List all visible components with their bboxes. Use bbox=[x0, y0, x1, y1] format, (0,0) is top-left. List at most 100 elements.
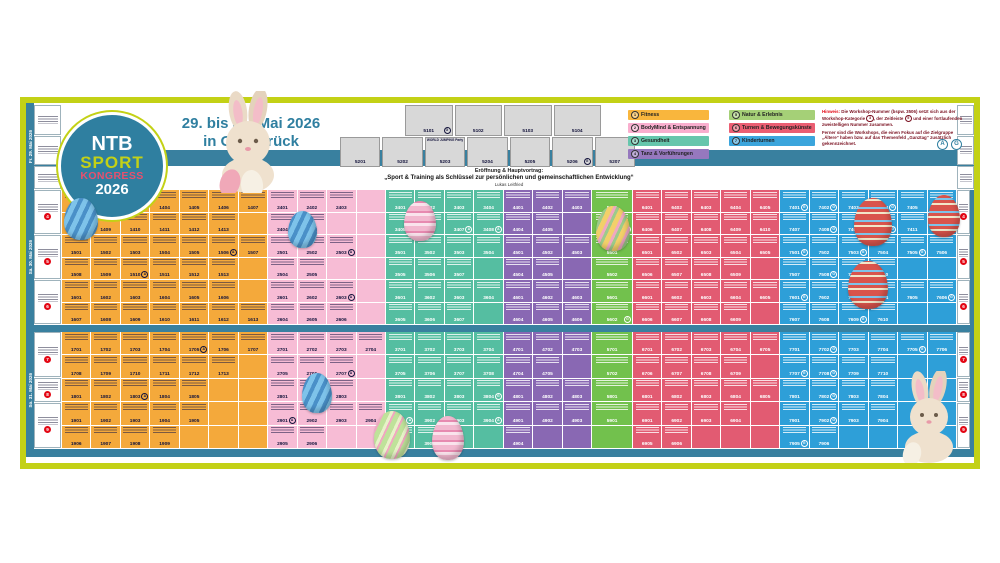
illegible-text-lines bbox=[447, 333, 471, 341]
workshop-cell: 5602 G bbox=[592, 302, 632, 324]
workshop-number: 6604 bbox=[730, 295, 741, 301]
workshop-number: 1504 bbox=[159, 250, 170, 256]
workshop-number: 6505 bbox=[759, 250, 771, 256]
workshop-cell: 5601 bbox=[592, 280, 632, 302]
workshop-cell: 1907 bbox=[91, 425, 120, 448]
workshop-cell: 1603 bbox=[120, 280, 150, 302]
illegible-text-lines bbox=[535, 403, 560, 411]
timeslot-label-box: 7 bbox=[34, 332, 61, 378]
illegible-text-lines bbox=[565, 333, 589, 341]
illegible-text-lines bbox=[211, 259, 236, 266]
workshop-grid-row: 1601 1602 1603 1604 1605 1606 2601 2602 2603 A 360… bbox=[62, 280, 956, 302]
workshop-cell: 4705 bbox=[533, 355, 562, 378]
illegible-text-lines bbox=[476, 333, 501, 341]
workshop-cell: 1406 bbox=[209, 190, 238, 212]
workshop-number: 4601 bbox=[512, 295, 524, 301]
workshop-cell: 7408 G bbox=[809, 212, 839, 234]
illegible-text-lines bbox=[241, 236, 265, 244]
workshop-cell: 3804 G bbox=[474, 378, 503, 402]
illegible-text-lines bbox=[388, 259, 412, 266]
illegible-text-lines bbox=[694, 380, 718, 388]
legend-column-2: 5 Natur & Erlebnis 6 Turnen & Bewegungsküns… bbox=[729, 110, 815, 146]
illegible-text-lines bbox=[447, 259, 471, 266]
workshop-number: 3904 bbox=[483, 418, 494, 424]
workshop-cell: 7706 bbox=[927, 332, 956, 355]
illegible-text-lines bbox=[753, 191, 777, 199]
workshop-grid-row: 1701 1702 1703 1704 1705 A 1706 1707 2701 2702 270… bbox=[62, 332, 956, 355]
workshop-number: 6402 bbox=[671, 205, 683, 211]
workshop-cell: 7506 bbox=[927, 235, 956, 257]
workshop-number: 3403 bbox=[453, 205, 465, 211]
workshop-number: 5203 bbox=[439, 160, 451, 165]
illegible-text-lines bbox=[447, 236, 471, 244]
illegible-text-lines bbox=[388, 356, 412, 364]
illegible-text-lines bbox=[329, 236, 353, 244]
workshop-number: 4803 bbox=[571, 395, 583, 401]
workshop-number: 7608 bbox=[818, 318, 830, 323]
workshop-number: 1507 bbox=[247, 250, 259, 256]
easter-egg-decoration bbox=[854, 198, 892, 246]
ganztag-badge: G bbox=[830, 346, 838, 354]
workshop-cell: 4904 bbox=[503, 425, 533, 448]
illegible-text-lines bbox=[930, 333, 954, 341]
workshop-number: 3705 bbox=[394, 371, 406, 377]
workshop-number: 2902 bbox=[306, 418, 318, 424]
illegible-text-lines bbox=[152, 304, 177, 311]
workshop-number: 6503 bbox=[700, 250, 712, 256]
ganztag-badge: G bbox=[889, 203, 897, 211]
workshop-number: 1613 bbox=[247, 318, 259, 323]
workshop-cell: 7903 bbox=[839, 402, 868, 425]
workshop-title: WORLD JUMPING Party bbox=[426, 138, 464, 142]
workshop-cell: 7605 bbox=[898, 280, 927, 302]
workshop-cell: 1804 bbox=[150, 378, 179, 402]
workshop-number: 7405 bbox=[906, 205, 918, 211]
illegible-text-lines bbox=[94, 403, 118, 411]
workshop-cell: 7402 G bbox=[809, 190, 839, 212]
workshop-number: 7801 bbox=[789, 395, 800, 401]
workshop-number: 4802 bbox=[542, 395, 553, 401]
workshop-number: 2801 bbox=[277, 395, 288, 401]
illegible-text-lines bbox=[123, 236, 147, 244]
illegible-text-lines bbox=[723, 304, 748, 311]
empty-cell bbox=[750, 402, 780, 425]
workshop-cell: 7407 bbox=[780, 212, 809, 234]
workshop-cell: 4405 bbox=[533, 212, 562, 234]
workshop-number: 6706 bbox=[641, 371, 653, 377]
illegible-text-lines bbox=[64, 304, 88, 311]
workshop-number: 4505 bbox=[542, 273, 553, 278]
empty-cell bbox=[356, 378, 385, 402]
illegible-text-lines bbox=[37, 204, 58, 212]
workshop-cell: 2605 bbox=[297, 302, 327, 324]
illegible-text-lines bbox=[152, 356, 177, 364]
illegible-text-lines bbox=[812, 333, 836, 341]
workshop-cell: 7704 bbox=[868, 332, 898, 355]
workshop-number: 1501 bbox=[70, 250, 82, 256]
illegible-text-lines bbox=[959, 173, 972, 182]
illegible-text-lines bbox=[535, 356, 560, 364]
empty-cell bbox=[927, 355, 956, 378]
empty-cell bbox=[898, 302, 927, 324]
workshop-number: 1607 bbox=[70, 318, 82, 323]
workshop-number: 7702 bbox=[818, 348, 830, 354]
workshop-cell: 1701 bbox=[62, 332, 91, 355]
workshop-number: 1505 bbox=[188, 250, 200, 256]
workshop-number: 6401 bbox=[641, 205, 653, 211]
illegible-text-lines bbox=[782, 427, 807, 435]
workshop-cell: 1503 bbox=[120, 235, 150, 257]
workshop-cell: 7707 G bbox=[780, 355, 809, 378]
illegible-text-lines bbox=[635, 236, 659, 244]
workshop-number: 6805 bbox=[759, 395, 771, 401]
illegible-text-lines bbox=[959, 346, 968, 355]
hinweis-text-3: und einer fortlaufenden zweistelligen Nu… bbox=[822, 115, 963, 128]
workshop-cell: 1802 bbox=[91, 378, 120, 402]
workshop-number: 1411 bbox=[159, 228, 170, 233]
timeline-number-icon: 5 bbox=[904, 114, 913, 123]
easter-egg-decoration bbox=[928, 195, 960, 237]
illegible-text-lines bbox=[182, 259, 206, 266]
workshop-number: 7902 bbox=[818, 418, 830, 424]
workshop-cell: 7401 G bbox=[780, 190, 809, 212]
illegible-text-lines bbox=[753, 333, 777, 341]
illegible-text-lines bbox=[300, 281, 324, 289]
workshop-number: 1508 bbox=[70, 273, 82, 278]
workshop-cell: 2403 bbox=[327, 190, 356, 212]
